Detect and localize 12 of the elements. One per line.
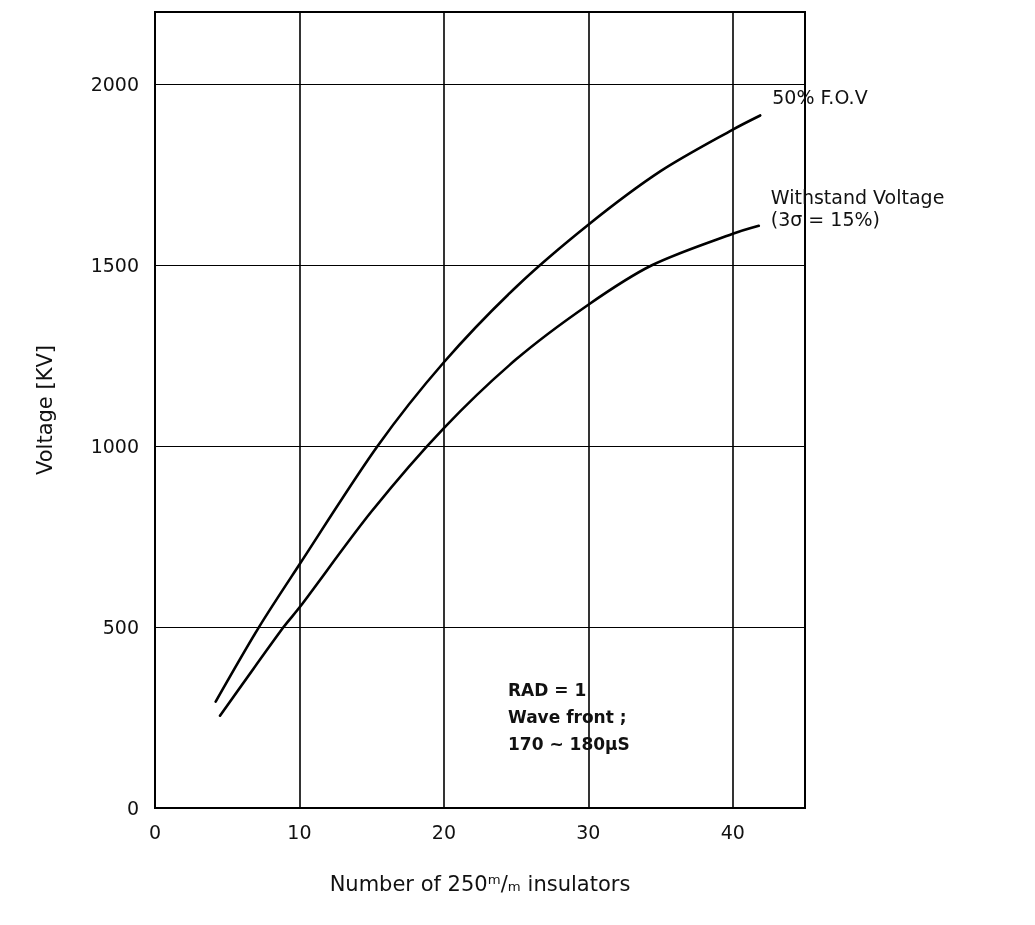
y-tick-label: 2000 — [90, 73, 139, 96]
y-tick-label: 0 — [126, 797, 139, 819]
x-tick-label: 10 — [287, 820, 312, 843]
x-axis-title: Number of 250ᵐ/ₘ insulators — [329, 871, 631, 896]
x-tick-label: 30 — [576, 820, 601, 843]
x-tick-label: 0 — [148, 820, 162, 843]
x-tick-label: 40 — [720, 820, 745, 843]
y-tick-label: 1500 — [90, 254, 139, 277]
y-tick-label: 1000 — [90, 435, 139, 458]
y-axis-title: Voltage [KV] — [32, 345, 57, 475]
y-tick-label: 500 — [102, 616, 139, 639]
x-tick-label: 20 — [431, 820, 456, 843]
